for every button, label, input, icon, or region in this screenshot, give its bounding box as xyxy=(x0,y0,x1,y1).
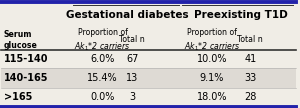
Text: 28: 28 xyxy=(244,92,256,102)
Text: 67: 67 xyxy=(126,54,138,64)
Text: 140-165: 140-165 xyxy=(4,73,48,83)
Text: Total n: Total n xyxy=(237,35,263,44)
Text: Gestational diabetes: Gestational diabetes xyxy=(66,10,189,20)
Text: 10.0%: 10.0% xyxy=(196,54,227,64)
Text: >165: >165 xyxy=(4,92,32,102)
Text: 9.1%: 9.1% xyxy=(200,73,224,83)
FancyBboxPatch shape xyxy=(1,68,296,88)
Text: Serum
glucose: Serum glucose xyxy=(4,30,38,50)
Text: 13: 13 xyxy=(126,73,138,83)
Text: 33: 33 xyxy=(244,73,256,83)
Text: Proportion of: Proportion of xyxy=(78,28,128,37)
Text: Preexisting T1D: Preexisting T1D xyxy=(194,10,287,20)
Text: 41: 41 xyxy=(244,54,256,64)
Text: 0.0%: 0.0% xyxy=(90,92,115,102)
Text: 18.0%: 18.0% xyxy=(196,92,227,102)
Text: 3: 3 xyxy=(129,92,135,102)
Text: 115-140: 115-140 xyxy=(4,54,48,64)
Text: Proportion of: Proportion of xyxy=(187,28,237,37)
Text: $Ak_1$*2 carriers: $Ak_1$*2 carriers xyxy=(184,41,240,53)
Text: 6.0%: 6.0% xyxy=(90,54,115,64)
Text: 15.4%: 15.4% xyxy=(87,73,118,83)
Text: $Ak_1$*2 carriers: $Ak_1$*2 carriers xyxy=(74,41,131,53)
Text: Total n: Total n xyxy=(119,35,145,44)
